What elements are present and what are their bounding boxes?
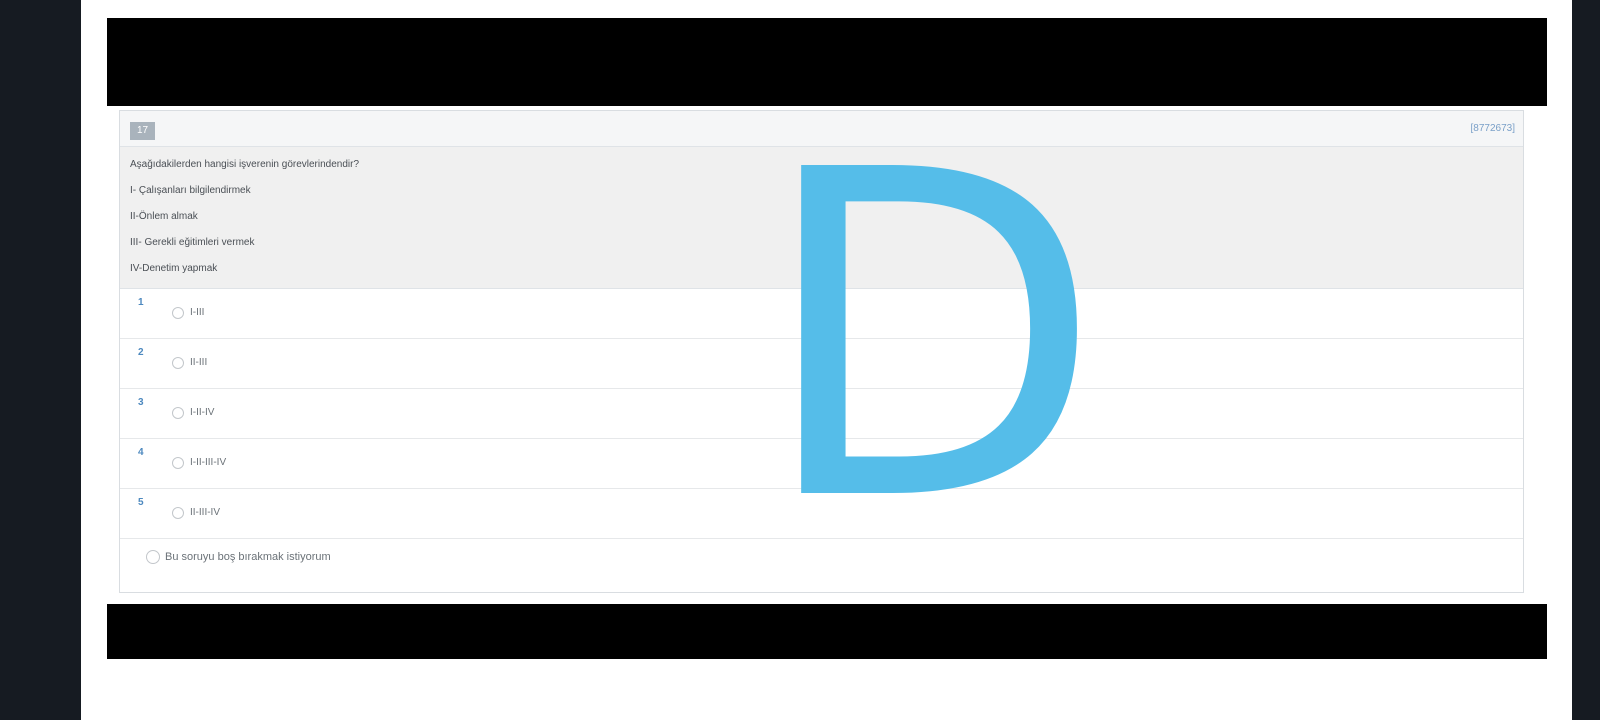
option-number: 2 <box>138 347 144 358</box>
option-label[interactable]: I-II-IV <box>190 407 215 418</box>
skip-radio[interactable] <box>146 550 160 564</box>
skip-label[interactable]: Bu soruyu boş bırakmak istiyorum <box>165 551 331 563</box>
question-id: [8772673] <box>1470 123 1516 134</box>
answer-option-5[interactable]: 5 II-III-IV <box>120 489 1523 539</box>
question-text-block: Aşağıdakilerden hangisi işverenin görevl… <box>120 147 1523 289</box>
redaction-bar-bottom <box>107 604 1547 659</box>
answer-overlay-letter: D <box>757 76 1104 600</box>
question-item-4: IV-Denetim yapmak <box>130 263 218 274</box>
redaction-bar-top <box>107 18 1547 106</box>
answer-option-4[interactable]: 4 I-II-III-IV <box>120 439 1523 489</box>
question-header: 17 [8772673] <box>120 111 1523 147</box>
answer-option-1[interactable]: 1 I-III <box>120 289 1523 339</box>
question-stem: Aşağıdakilerden hangisi işverenin görevl… <box>130 159 360 170</box>
question-item-1: I- Çalışanları bilgilendirmek <box>130 185 251 196</box>
option-number: 5 <box>138 497 144 508</box>
skip-question-option[interactable]: Bu soruyu boş bırakmak istiyorum <box>120 539 1523 583</box>
answer-option-3[interactable]: 3 I-II-IV <box>120 389 1523 439</box>
option-radio-1[interactable] <box>172 307 184 319</box>
answer-option-2[interactable]: 2 II-III <box>120 339 1523 389</box>
option-number: 3 <box>138 397 144 408</box>
option-radio-3[interactable] <box>172 407 184 419</box>
option-label[interactable]: II-III-IV <box>190 507 220 518</box>
question-panel: 17 [8772673] Aşağıdakilerden hangisi işv… <box>119 110 1524 593</box>
question-item-3: III- Gerekli eğitimleri vermek <box>130 237 255 248</box>
page: 17 [8772673] Aşağıdakilerden hangisi işv… <box>81 0 1572 720</box>
option-radio-4[interactable] <box>172 457 184 469</box>
option-label[interactable]: II-III <box>190 357 208 368</box>
option-radio-5[interactable] <box>172 507 184 519</box>
question-item-2: II-Önlem almak <box>130 211 198 222</box>
option-label[interactable]: I-III <box>190 307 205 318</box>
option-number: 1 <box>138 297 144 308</box>
question-number-badge: 17 <box>130 122 155 140</box>
option-label[interactable]: I-II-III-IV <box>190 457 227 468</box>
option-radio-2[interactable] <box>172 357 184 369</box>
option-number: 4 <box>138 447 144 458</box>
